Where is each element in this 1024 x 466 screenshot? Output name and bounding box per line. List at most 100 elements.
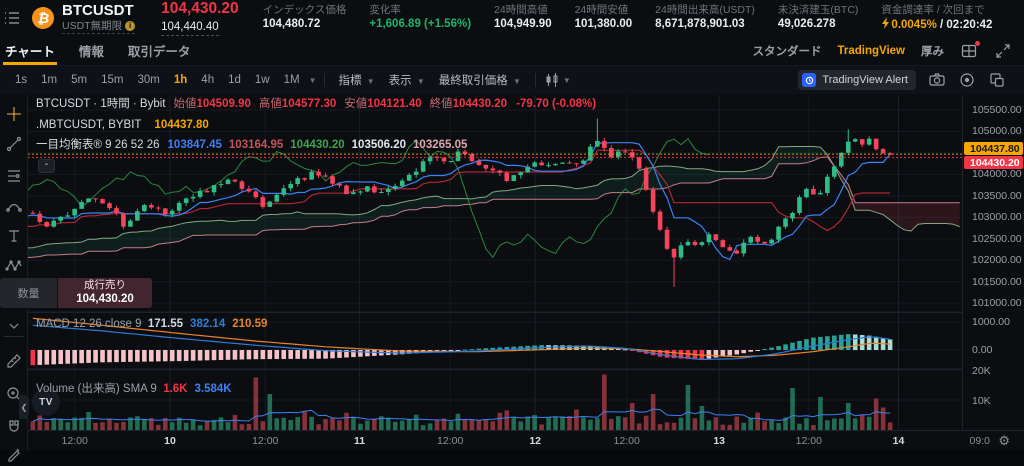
contract-type[interactable]: USDT無期限 i [62,20,136,34]
mark-price: 104,440.40 [161,21,219,36]
sidebar-collapse-handle[interactable]: ❮ [19,395,29,419]
timeframe-caret-icon[interactable]: ▼ [308,75,317,85]
watchlist-icon[interactable] [2,8,22,28]
tradingview-logo: TV [32,388,60,416]
tab-取引データ[interactable]: 取引データ [127,45,191,59]
time-label: 10 [164,435,176,447]
text-icon[interactable] [5,227,23,245]
macd-legend: MACD 12 26 close 9 171.55 382.14 210.59 [36,318,268,330]
header-stats: インデックス価格 104,480.72 変化率 +1,606.89 (+1.56%) 2… [263,3,993,34]
alert-icon [802,73,817,87]
fib-icon[interactable] [5,167,23,185]
volume-axis-label: 10K [972,395,991,407]
timeframe-1m[interactable]: 1m [41,74,58,86]
menu-表示[interactable]: 表示 ▼ [388,75,425,87]
time-label: 14 [892,435,905,447]
price-label: 105000.00 [972,125,1022,138]
time-axis[interactable]: ⚙ 12:00 10 12:00 11 12:00 12 12:00 13 12:00 14 09:… [28,430,1024,450]
price-axis[interactable]: 105500.00 105000.00 104000.00 103500.00 1030… [962,95,1024,430]
timeframe-1s[interactable]: 1s [15,74,28,86]
grid-icon[interactable] [960,40,980,60]
price-label: 103000.00 [972,211,1022,224]
magnet-icon[interactable] [5,418,23,436]
legend-mark-row: .MBTCUSDT, BYBIT 104437.80 [36,118,209,131]
lock-pencil-icon[interactable] [5,445,23,463]
btc-logo-icon: ₿ [32,7,54,29]
price-label: 101500.00 [972,275,1022,288]
timeframe-30m[interactable]: 30m [137,74,160,86]
record-icon[interactable] [958,71,976,89]
menu-最終取引価格[interactable]: 最終取引価格 ▼ [438,75,521,87]
price-label: 102000.00 [972,254,1022,267]
time-label: 12:00 [61,435,88,447]
market-sell-button[interactable]: 成行売り 104,430.20 [58,278,152,308]
time-label: 11 [354,435,366,447]
timeframe-1M[interactable]: 1M [283,74,300,86]
view-mode-スタンダード[interactable]: スタンダード [752,45,822,58]
legend-ichimoku-row: 一目均衡表® 9 26 52 26 103847.45 103164.95 10443… [36,139,468,151]
header-stat: 変化率 +1,606.89 (+1.56%) [369,3,472,30]
legend-main-row: BTCUSDT · 1時間 · Bybit 始値104509.90 高値104577… [36,98,597,110]
chart-toolbar: 1s 1m 5m 15m 30m 1h 4h 1d 1w 1M ▼ 指標 ▼ 表示 ▼ 最終取引価格 … [0,66,1024,95]
candle-style-caret-icon[interactable]: ▼ [562,75,571,85]
axis-settings-gear-icon[interactable]: ⚙ [998,433,1010,448]
panels-icon[interactable] [988,71,1006,89]
quantity-field[interactable]: 数量 [0,278,57,308]
expand-icon[interactable] [994,42,1012,60]
drawing-toolbar [0,95,28,462]
time-label: 12:00 [613,435,640,447]
candle-style-icon[interactable] [543,71,561,89]
timeframe-1w[interactable]: 1w [254,74,270,86]
time-label: 12:00 [437,435,464,447]
timeframe-4h[interactable]: 4h [201,74,215,86]
chart-area: ❮ BTCUSDT · 1時間 · Bybit 始値104509.90 高値1045… [0,95,1024,462]
timeframe-1h[interactable]: 1h [173,74,188,86]
last-price: 104,430.20 [161,0,239,18]
header-stat: 資金調達率 / 次回まで 0.0045% / 02:20:42 [881,3,993,31]
header-stat: 未決済建玉(BTC) 49,026.278 [777,3,859,30]
mark-price-badge: 104437.80 [964,142,1023,156]
volume-legend: Volume (出来高) SMA 9 1.6K 3.584K [36,383,232,395]
bolt-icon [882,16,890,29]
macd-axis-label: 1000.00 [972,316,1010,328]
timeframe-5m[interactable]: 5m [71,74,88,86]
volume-axis-label: 20K [972,365,991,377]
menu-指標[interactable]: 指標 ▼ [338,75,375,87]
legend-collapse-button[interactable]: ⌃ [38,159,55,173]
time-label: 12:00 [252,435,279,447]
header-stat: インデックス価格 104,480.72 [262,3,347,30]
header-stat: 24時間高値 104,949.90 [494,3,552,30]
chevron-down-icon[interactable] [5,317,23,335]
timeframe-15m[interactable]: 15m [101,74,124,86]
time-label: 12 [529,435,541,447]
time-label: 13 [713,435,725,447]
view-mode-厚み[interactable]: 厚み [921,45,944,58]
price-label: 101000.00 [972,297,1022,310]
symbol-name[interactable]: BTCUSDT [62,2,134,20]
view-tabs: チャート 情報 取引データ スタンダード TradingView 厚み [0,36,1024,66]
timeframe-1d[interactable]: 1d [228,74,241,86]
price-label: 105500.00 [972,104,1022,117]
camera-icon[interactable] [928,71,946,89]
tab-チャート[interactable]: チャート [0,36,67,65]
instrument-header: ₿ BTCUSDT USDT無期限 i 104,430.20 104,440.4… [0,0,1024,36]
notification-dot [975,40,980,46]
pattern-icon[interactable] [5,257,23,275]
ruler-icon[interactable] [5,352,23,370]
tradingview-alert-button[interactable]: TradingView Alert [798,70,916,90]
price-label: 102500.00 [972,232,1022,245]
chart-legend: BTCUSDT · 1時間 · Bybit 始値104509.90 高値104577… [36,98,597,161]
tab-情報[interactable]: 情報 [78,45,104,59]
macd-axis-label: 0.00 [972,344,993,356]
view-mode-TradingView[interactable]: TradingView [837,44,905,57]
crosshair-icon[interactable] [5,105,23,123]
arc-icon[interactable] [5,197,23,215]
price-chart[interactable] [28,95,962,430]
trend-line-icon[interactable] [5,135,23,153]
price-label: 103500.00 [972,189,1022,202]
info-icon[interactable]: i [125,20,136,31]
last-price-badge: 104430.20 [964,156,1023,170]
header-stat: 24時間安値 101,380.00 [574,3,633,30]
time-label: 12:00 [795,435,822,447]
